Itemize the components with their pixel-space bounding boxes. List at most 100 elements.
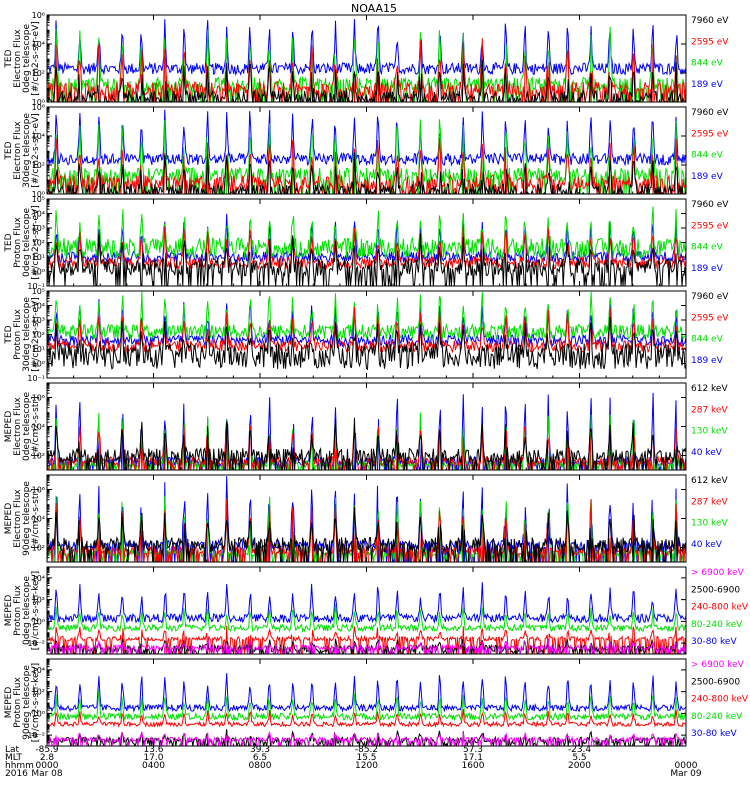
y-tick-label: 10² — [32, 544, 45, 553]
legend-entry: 189 eV — [691, 172, 724, 182]
time-row-label: hhmm — [5, 761, 34, 771]
y-axis-label: MEPEDProton Flux90deg telescope[#/cm2-s-… — [4, 663, 41, 742]
panel-traces — [47, 392, 686, 470]
y-tick-label: 10¹ — [32, 253, 45, 262]
time-row-value: 17.1 — [463, 753, 483, 763]
y-tick-label: 10⁰ — [32, 98, 45, 107]
time-row-value: 0000 — [36, 761, 59, 771]
series-line — [47, 638, 686, 654]
legend-entry: > 6900 keV — [691, 660, 745, 670]
y-axis-label-line: [#/cm2-s-str-eV] — [31, 205, 41, 280]
series-line — [47, 709, 686, 728]
time-row-label: MLT — [5, 753, 23, 763]
y-tick-label: 10⁵ — [32, 195, 45, 204]
y-axis-label-line: Proton Flux — [13, 585, 23, 636]
series-line — [47, 582, 686, 625]
legend-entry: 189 eV — [691, 264, 724, 274]
time-row-label: Lat — [5, 745, 20, 755]
time-row-value: 0000 — [675, 761, 698, 771]
y-axis-label-line: [#/cm2-s-str-eV] — [31, 113, 41, 188]
y-tick-label: 10² — [32, 161, 45, 170]
series-line — [47, 119, 686, 194]
y-tick-label: 10³ — [32, 316, 45, 325]
y-axis-label-line: [#/cm2-s-str] — [31, 396, 41, 456]
time-row-value: 2000 — [568, 761, 591, 771]
legend-entry: 2595 eV — [691, 221, 729, 231]
time-row-value: 57.3 — [463, 745, 483, 755]
y-axis-label-line: 0deg telescope — [22, 392, 32, 462]
series-line — [47, 291, 686, 341]
legend-entry: 612 keV — [691, 476, 728, 486]
time-row-value: Mar 09 — [670, 769, 702, 779]
y-tick-label: 10² — [32, 239, 45, 248]
legend-entry: 189 eV — [691, 356, 724, 366]
y-axis-label-line: TED — [4, 233, 14, 252]
y-axis-label: MEPEDProton Flux0deg telescope[#/cm2-s-s… — [4, 571, 41, 650]
y-tick-label: 10⁰ — [32, 617, 45, 626]
time-row-value: -85.9 — [35, 745, 59, 755]
y-axis-label-line: 90deg telescope — [22, 665, 32, 740]
time-row-value: 15.5 — [356, 753, 376, 763]
legend-entry: 7960 eV — [691, 108, 729, 118]
time-row-value: 5.5 — [572, 753, 586, 763]
y-tick-label: 10³ — [32, 224, 45, 233]
y-axis-label-line: 30deg telescope — [22, 297, 32, 372]
y-axis-label-line: TED — [4, 49, 14, 68]
legend-entry: 30-80 keV — [691, 637, 737, 647]
time-row-value: 17.0 — [143, 753, 163, 763]
panel-traces — [47, 19, 686, 102]
time-row-value: 0400 — [142, 761, 165, 771]
y-axis-label-line: Proton Flux — [13, 217, 23, 268]
time-row-value: Mar 08 — [31, 769, 63, 779]
y-axis-label-line: [#/cm2-s-str-keV] — [31, 571, 41, 650]
y-axis-label-line: 0deg telescope — [22, 208, 32, 278]
y-tick-label: 10⁰ — [32, 268, 45, 277]
y-axis-label-line: Electron Flux — [13, 121, 23, 180]
series-line — [47, 19, 686, 77]
legend-entry: 7960 eV — [691, 16, 729, 26]
y-axis-label: TEDElectron Flux30deg telescope[#/cm2-s-… — [4, 113, 41, 188]
legend-entry: 130 keV — [691, 427, 728, 437]
y-axis-label: MEPEDElectron Flux0deg telescope[#/cm2-s… — [4, 392, 41, 462]
y-tick-label: 10⁻² — [27, 639, 45, 648]
y-tick-label: 10² — [32, 596, 45, 605]
y-tick-label: 10⁰ — [32, 190, 45, 199]
y-tick-label: 10² — [32, 331, 45, 340]
time-row-value: -85.2 — [355, 745, 378, 755]
y-axis-label-line: TED — [4, 141, 14, 160]
y-tick-label: 10⁴ — [32, 574, 45, 583]
series-line — [47, 604, 686, 633]
y-axis-label: MEPEDElectron Flux90deg telescope[#/cm2-… — [4, 481, 41, 556]
y-tick-label: 10⁰ — [32, 360, 45, 369]
series-line — [47, 59, 686, 102]
time-row-value: 13.6 — [143, 745, 163, 755]
y-tick-label: 10⁶ — [32, 394, 45, 403]
series-line — [47, 297, 686, 348]
series-line — [47, 506, 686, 562]
y-axis-label-line: TED — [4, 325, 14, 344]
legend-entry: 844 eV — [691, 59, 724, 69]
legend-entry: 844 eV — [691, 151, 724, 161]
series-line — [47, 306, 686, 354]
legend-entry: 40 keV — [691, 540, 723, 550]
legend-entry: 240-800 keV — [691, 695, 749, 705]
y-axis-label-line: 0deg telescope — [22, 24, 32, 94]
y-axis-label-line: Electron Flux — [13, 489, 23, 548]
panel-traces — [47, 109, 686, 194]
legend-entry: 2595 eV — [691, 313, 729, 323]
y-tick-label: 10⁴ — [32, 423, 45, 432]
time-row-value: 1200 — [355, 761, 378, 771]
y-axis-label-line: Proton Flux — [13, 677, 23, 728]
y-tick-label: 10⁵ — [32, 287, 45, 296]
y-tick-label: 10⁶ — [32, 486, 45, 495]
legend-entry: 2500-6900 — [691, 585, 740, 595]
time-axis-labels: Lat -85.9 13.6 39.3 -85.2 57.3 -23.4 MLT 2.8 17.0… — [5, 745, 702, 779]
y-axis-label: TEDElectron Flux0deg telescope[#/cm2-s-s… — [4, 21, 41, 96]
legend-entry: 40 keV — [691, 448, 723, 458]
time-row-value: 0800 — [249, 761, 272, 771]
series-line — [47, 233, 686, 286]
